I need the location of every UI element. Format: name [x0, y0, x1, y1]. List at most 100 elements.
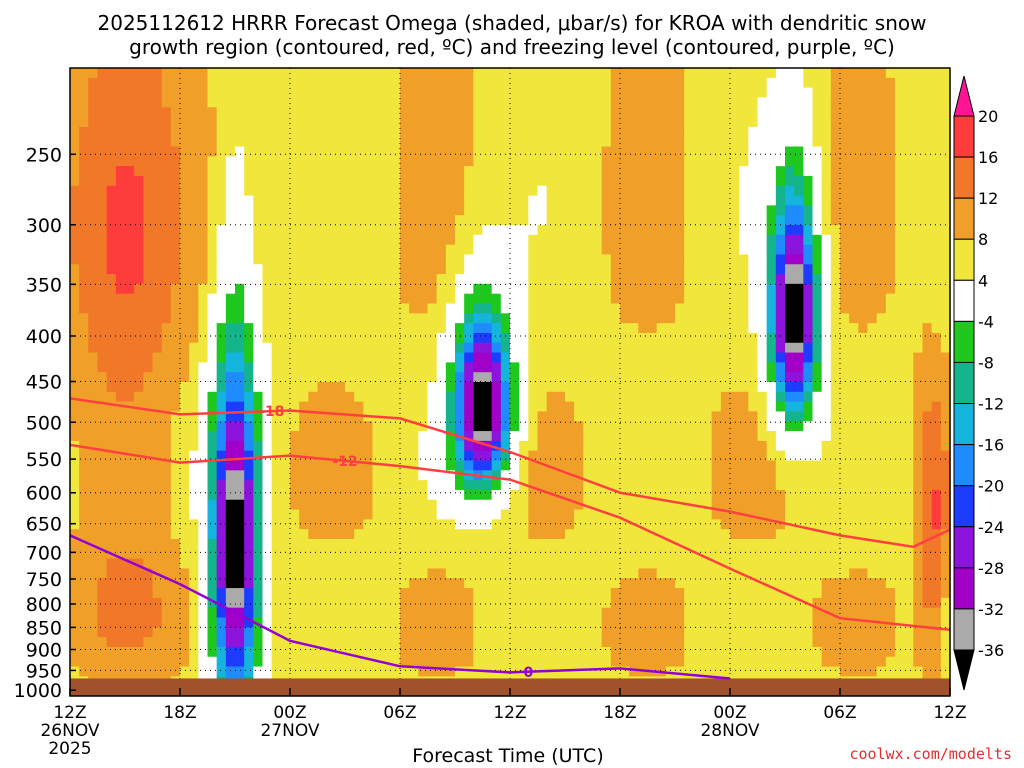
omega-cell — [620, 362, 630, 373]
omega-cell — [418, 391, 429, 403]
omega-cell — [574, 146, 584, 157]
omega-cell — [555, 107, 566, 118]
omega-cell — [675, 225, 685, 236]
omega-cell — [565, 97, 575, 108]
omega-cell — [720, 548, 731, 560]
omega-cell — [638, 136, 649, 148]
omega-cell — [345, 87, 355, 99]
omega-cell — [271, 313, 282, 324]
omega-cell — [418, 215, 429, 226]
omega-cell — [748, 646, 759, 658]
omega-cell — [381, 617, 392, 628]
omega-cell — [519, 637, 529, 648]
omega-cell — [775, 440, 786, 452]
omega-cell — [500, 382, 511, 393]
omega-cell — [308, 185, 319, 197]
omega-cell — [638, 117, 649, 128]
omega-cell — [152, 166, 163, 177]
omega-cell — [271, 421, 282, 432]
omega-cell — [629, 175, 639, 187]
omega-cell — [711, 509, 722, 520]
omega-cell — [491, 617, 502, 628]
omega-cell — [436, 244, 447, 256]
omega-cell — [638, 421, 649, 432]
omega-cell — [427, 480, 438, 491]
omega-cell — [180, 234, 190, 246]
omega-cell — [638, 588, 649, 599]
omega-cell — [574, 303, 584, 314]
omega-cell — [207, 529, 218, 540]
omega-cell — [290, 244, 300, 256]
omega-cell — [354, 627, 364, 638]
omega-cell — [317, 460, 328, 471]
omega-cell — [326, 450, 337, 462]
omega-cell — [106, 440, 117, 452]
omega-cell — [345, 372, 355, 383]
omega-cell — [244, 323, 254, 334]
omega-cell — [757, 352, 768, 363]
omega-cell — [766, 97, 777, 108]
omega-cell — [70, 352, 80, 363]
omega-cell — [345, 274, 355, 285]
omega-cell — [354, 342, 364, 354]
omega-cell — [308, 568, 319, 579]
omega-cell — [665, 362, 676, 373]
omega-cell — [88, 666, 99, 677]
omega-cell — [546, 107, 557, 118]
omega-cell — [546, 323, 557, 334]
omega-cell — [510, 97, 520, 108]
omega-cell — [601, 87, 612, 99]
omega-cell — [198, 156, 209, 167]
omega-cell — [317, 117, 328, 128]
omega-cell — [326, 529, 337, 540]
omega-cell — [363, 107, 374, 118]
omega-cell — [546, 195, 557, 206]
omega-cell — [766, 588, 777, 599]
omega-cell — [198, 588, 209, 599]
omega-cell — [189, 382, 199, 393]
omega-cell — [198, 539, 209, 550]
omega-cell — [665, 313, 676, 324]
omega-cell — [280, 646, 291, 658]
omega-cell — [610, 225, 621, 236]
omega-cell — [610, 529, 621, 540]
omega-cell — [207, 401, 218, 413]
omega-cell — [555, 607, 566, 619]
omega-cell — [702, 244, 713, 256]
omega-cell — [216, 166, 227, 177]
omega-cell — [647, 489, 658, 501]
omega-cell — [775, 97, 786, 108]
omega-cell — [253, 539, 264, 550]
omega-cell — [418, 264, 429, 275]
omega-cell — [757, 87, 768, 99]
omega-cell — [299, 175, 309, 187]
omega-cell — [253, 254, 264, 265]
omega-cell — [583, 470, 594, 481]
omega-cell — [757, 77, 768, 89]
omega-cell — [445, 313, 456, 324]
omega-cell — [730, 362, 740, 373]
omega-cell — [574, 136, 584, 148]
omega-cell — [70, 362, 80, 373]
omega-cell — [317, 529, 328, 540]
omega-cell — [519, 509, 529, 520]
omega-cell — [180, 362, 190, 373]
omega-cell — [610, 646, 621, 658]
omega-cell — [730, 568, 740, 579]
omega-cell — [455, 342, 465, 354]
omega-cell — [180, 244, 190, 256]
omega-cell — [381, 352, 392, 363]
omega-cell — [262, 460, 273, 471]
omega-cell — [409, 362, 419, 373]
omega-cell — [574, 519, 584, 530]
omega-cell — [299, 332, 309, 344]
omega-cell — [711, 234, 722, 246]
omega-cell — [675, 578, 685, 589]
omega-cell — [161, 401, 172, 413]
omega-cell — [455, 293, 465, 305]
omega-cell — [528, 234, 539, 246]
omega-cell — [170, 362, 181, 373]
omega-cell — [299, 342, 309, 354]
omega-cell — [720, 195, 731, 206]
omega-cell — [473, 372, 484, 383]
